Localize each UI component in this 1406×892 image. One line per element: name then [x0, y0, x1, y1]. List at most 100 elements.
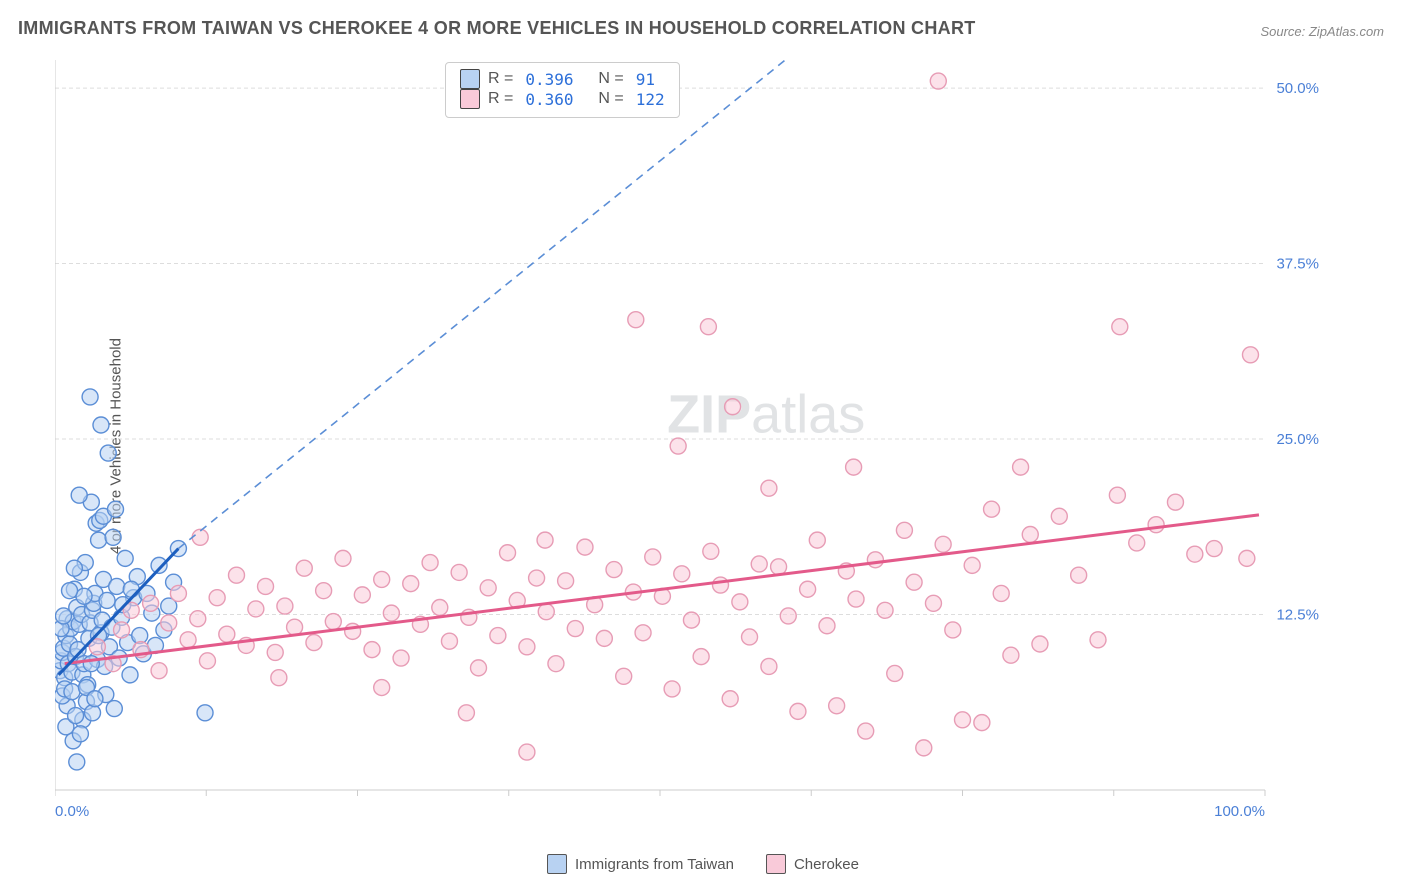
data-point	[1032, 636, 1048, 652]
data-point	[945, 622, 961, 638]
data-point	[248, 601, 264, 617]
swatch-pink-icon	[460, 89, 480, 109]
data-point	[1187, 546, 1203, 562]
data-point	[925, 595, 941, 611]
data-point	[848, 591, 864, 607]
data-point	[500, 545, 516, 561]
data-point	[151, 663, 167, 679]
data-point	[83, 656, 99, 672]
data-point	[87, 691, 103, 707]
data-point	[538, 604, 554, 620]
data-point	[1013, 459, 1029, 475]
data-point	[700, 319, 716, 335]
data-point	[114, 622, 130, 638]
data-point	[422, 555, 438, 571]
r-label: R =	[488, 70, 513, 88]
data-point	[306, 635, 322, 651]
data-point	[1148, 517, 1164, 533]
data-point	[66, 560, 82, 576]
data-point	[91, 532, 107, 548]
data-point	[670, 438, 686, 454]
data-point	[790, 703, 806, 719]
data-point	[93, 417, 109, 433]
data-point	[490, 628, 506, 644]
swatch-blue-icon	[460, 69, 480, 89]
data-point	[519, 639, 535, 655]
data-point	[458, 705, 474, 721]
data-point	[161, 615, 177, 631]
data-point	[819, 618, 835, 634]
data-point	[1242, 347, 1258, 363]
data-point	[229, 567, 245, 583]
data-point	[271, 670, 287, 686]
data-point	[628, 312, 644, 328]
data-point	[1022, 527, 1038, 543]
data-point	[993, 585, 1009, 601]
data-point	[480, 580, 496, 596]
data-point	[751, 556, 767, 572]
y-tick-label: 25.0%	[1276, 431, 1319, 448]
data-point	[76, 588, 92, 604]
chart-title: IMMIGRANTS FROM TAIWAN VS CHEROKEE 4 OR …	[18, 18, 976, 39]
y-tick-label: 12.5%	[1276, 607, 1319, 624]
legend-label-cherokee: Cherokee	[794, 856, 859, 873]
data-point	[117, 550, 133, 566]
data-point	[354, 587, 370, 603]
data-point	[1003, 647, 1019, 663]
data-point	[1109, 487, 1125, 503]
data-point	[82, 389, 98, 405]
data-point	[72, 726, 88, 742]
data-point	[100, 445, 116, 461]
data-point	[606, 562, 622, 578]
n-label: N =	[598, 90, 623, 108]
scatter-plot: 12.5%25.0%37.5%50.0%0.0%100.0%ZIPatlas	[55, 60, 1325, 820]
data-point	[296, 560, 312, 576]
data-point	[693, 649, 709, 665]
data-point	[364, 642, 380, 658]
data-point	[537, 532, 553, 548]
x-origin-label: 0.0%	[55, 803, 89, 820]
data-point	[374, 571, 390, 587]
data-point	[99, 592, 115, 608]
data-point	[742, 629, 758, 645]
data-point	[780, 608, 796, 624]
data-point	[964, 557, 980, 573]
data-point	[887, 665, 903, 681]
data-point	[143, 595, 159, 611]
data-point	[877, 602, 893, 618]
data-point	[955, 712, 971, 728]
x-max-label: 100.0%	[1214, 803, 1265, 820]
data-point	[105, 529, 121, 545]
data-point	[170, 585, 186, 601]
legend-row-cherokee: R = 0.360 N = 122	[460, 89, 665, 109]
r-label: R =	[488, 90, 513, 108]
data-point	[451, 564, 467, 580]
data-point	[713, 577, 729, 593]
data-point	[123, 581, 139, 597]
data-point	[209, 590, 225, 606]
data-point	[316, 583, 332, 599]
data-point	[664, 681, 680, 697]
n-value-taiwan: 91	[636, 70, 655, 89]
legend-item-taiwan: Immigrants from Taiwan	[547, 854, 734, 874]
r-value-taiwan: 0.396	[525, 70, 573, 89]
data-point	[1239, 550, 1255, 566]
data-point	[69, 754, 85, 770]
data-point	[106, 701, 122, 717]
data-point	[432, 600, 448, 616]
swatch-blue-icon	[547, 854, 567, 874]
data-point	[771, 559, 787, 575]
data-point	[219, 626, 235, 642]
data-point	[916, 740, 932, 756]
data-point	[68, 708, 84, 724]
series-legend: Immigrants from Taiwan Cherokee	[0, 854, 1406, 874]
data-point	[567, 621, 583, 637]
data-point	[529, 570, 545, 586]
data-point	[403, 576, 419, 592]
data-point	[800, 581, 816, 597]
data-point	[1129, 535, 1145, 551]
data-point	[471, 660, 487, 676]
data-point	[896, 522, 912, 538]
data-point	[1051, 508, 1067, 524]
data-point	[62, 583, 78, 599]
